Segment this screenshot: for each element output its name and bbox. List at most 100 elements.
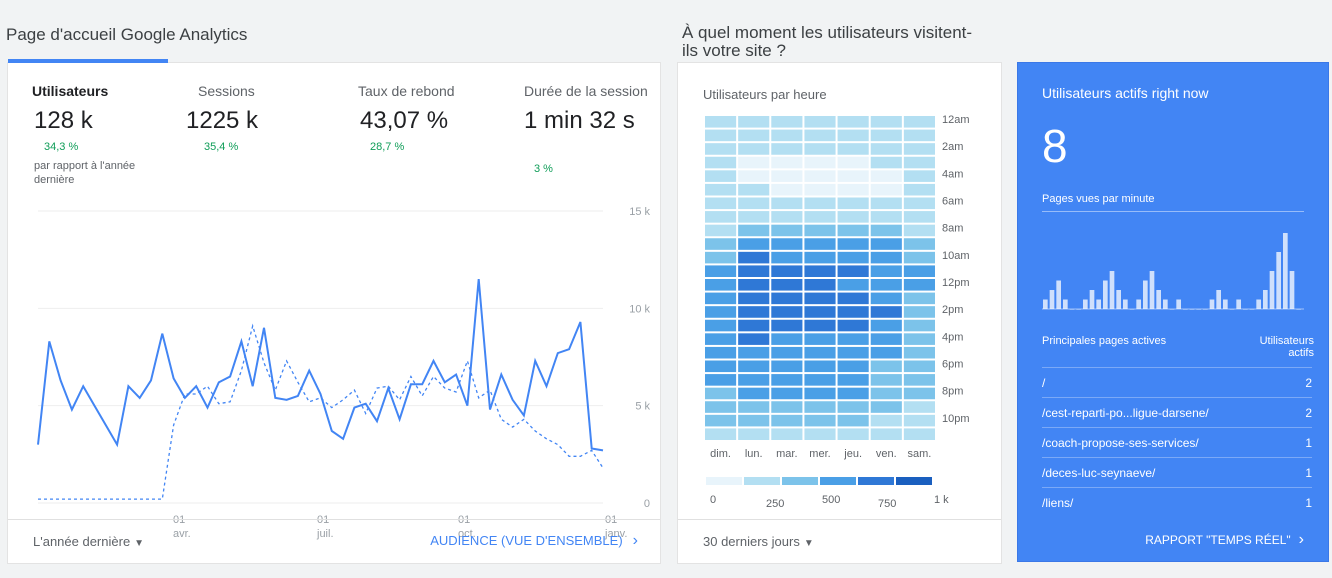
heatmap-cell [804,374,836,386]
active-page-link[interactable]: /coach-propose-ses-services/ [1042,436,1199,450]
heatmap-cell [804,333,836,345]
chevron-right-icon: › [632,532,638,549]
heatmap-cell [837,170,869,182]
pageview-bar [1263,290,1268,309]
heatmap-cell [771,251,803,264]
tab-taux-de-rebond[interactable]: Taux de rebond 43,07 % 28,7 % [338,63,498,173]
heatmap-cell [804,414,836,427]
heatmap-cell [771,279,803,291]
pageview-bar [1136,299,1141,309]
legend-swatch [858,477,894,485]
heatmap-cell [837,319,869,332]
heatmap-cell [870,251,902,264]
day-label: lun. [745,448,763,460]
metric-tabs: Utilisateurs 128 k 34,3 % par rapport à … [8,59,662,186]
heatmap-cell [705,265,737,277]
metric-value: 1225 k [186,107,259,134]
active-tab-indicator [8,59,168,63]
hour-label: 10am [942,250,970,262]
active-page-link[interactable]: /cest-reparti-po...ligue-darsene/ [1042,406,1209,420]
tab-sessions[interactable]: Sessions 1225 k 35,4 % [168,63,328,173]
metric-change: 28,7 % [370,141,405,153]
heatmap-cell [903,211,935,223]
heatmap-cell [771,306,803,318]
heatmap-cell [804,156,836,169]
heatmap-cell [705,143,737,155]
active-page-link[interactable]: / [1042,376,1046,390]
heatmap-cell [870,143,902,155]
realtime-report-link[interactable]: RAPPORT "TEMPS RÉEL" › [1145,531,1304,549]
heatmap-cell [837,414,869,427]
metric-comparison-note: par rapport à l'année dernière [34,160,136,186]
heatmap-range-select[interactable]: 30 derniers jours ▼ [703,534,814,549]
heatmap-cell [903,238,935,250]
tab-utilisateurs[interactable]: Utilisateurs 128 k 34,3 % par rapport à … [8,59,168,186]
tab-duree-session[interactable]: Durée de la session 1 min 32 s 3 % [502,63,662,175]
heatmap-cell [837,251,869,264]
heatmap-cell [738,374,770,386]
x-tick-month: janv. [604,528,627,540]
heatmap-cell [771,238,803,250]
audience-overview-link[interactable]: AUDIENCE (VUE D'ENSEMBLE) › [430,532,638,550]
heatmap-cell [738,306,770,318]
heatmap-cell [738,360,770,373]
current-series-line [37,279,604,452]
comparison-series-line [38,323,604,500]
active-page-link[interactable]: /deces-luc-seynaeve/ [1042,466,1156,480]
heatmap-cell [837,211,869,223]
active-page-row: /deces-luc-seynaeve/ 1 [1042,457,1312,486]
heatmap-cell [870,279,902,291]
pageview-bar [1109,271,1115,309]
heatmap-cell [870,319,902,332]
caret-down-icon: ▼ [134,538,145,549]
heatmap-cell [738,129,770,142]
hour-label: 2am [942,141,963,153]
pageview-bar [1163,299,1168,309]
legend-swatch [782,477,818,485]
x-tick-day: 01 [317,514,329,526]
heatmap-cell [903,116,935,128]
heatmap-cell [837,143,869,155]
heatmap-cell [903,374,935,386]
metric-value: 128 k [34,107,93,134]
x-tick-day: 01 [458,514,470,526]
heatmap-cell [903,414,935,427]
heatmap-cell [738,211,770,223]
heatmap-cell [771,387,803,400]
heatmap-cell [771,183,803,196]
heatmap-cell [870,414,902,427]
hour-label: 4pm [942,331,963,343]
heatmap-cell [903,401,935,413]
heatmap-cell [705,211,737,223]
heatmap-cell [903,306,935,318]
heatmap-cell [705,183,737,196]
pageview-bar [1103,280,1108,309]
heatmap-cell [738,333,770,345]
caret-down-icon: ▼ [803,538,814,549]
heatmap-cell [870,306,902,318]
heatmap-cell [738,116,770,128]
heatmap-cell [837,183,869,196]
heatmap-cell [771,428,803,440]
heatmap-cell [903,387,935,400]
pageview-bar [1156,290,1161,309]
heatmap-cell [738,197,770,210]
heatmap-cell [771,211,803,223]
active-page-link[interactable]: /liens/ [1042,496,1074,510]
active-page-users: 2 [1305,406,1312,420]
heatmap-cell [804,279,836,291]
heatmap-cell [870,346,902,359]
heatmap-cell [771,170,803,182]
hour-label: 4am [942,168,963,180]
heatmap-cell [705,374,737,386]
pageview-bar [1236,299,1241,309]
active-page-row: /cest-reparti-po...ligue-darsene/ 2 [1042,397,1312,426]
heatmap-cell [705,346,737,359]
metric-name: Sessions [198,83,255,99]
date-range-select[interactable]: L'année dernière ▼ [33,534,144,549]
pageview-bar [1223,299,1228,309]
day-label: mer. [809,448,830,460]
heatmap-cell [705,170,737,182]
active-page-row: /coach-propose-ses-services/ 1 [1042,427,1312,456]
heatmap-cell [903,428,935,440]
